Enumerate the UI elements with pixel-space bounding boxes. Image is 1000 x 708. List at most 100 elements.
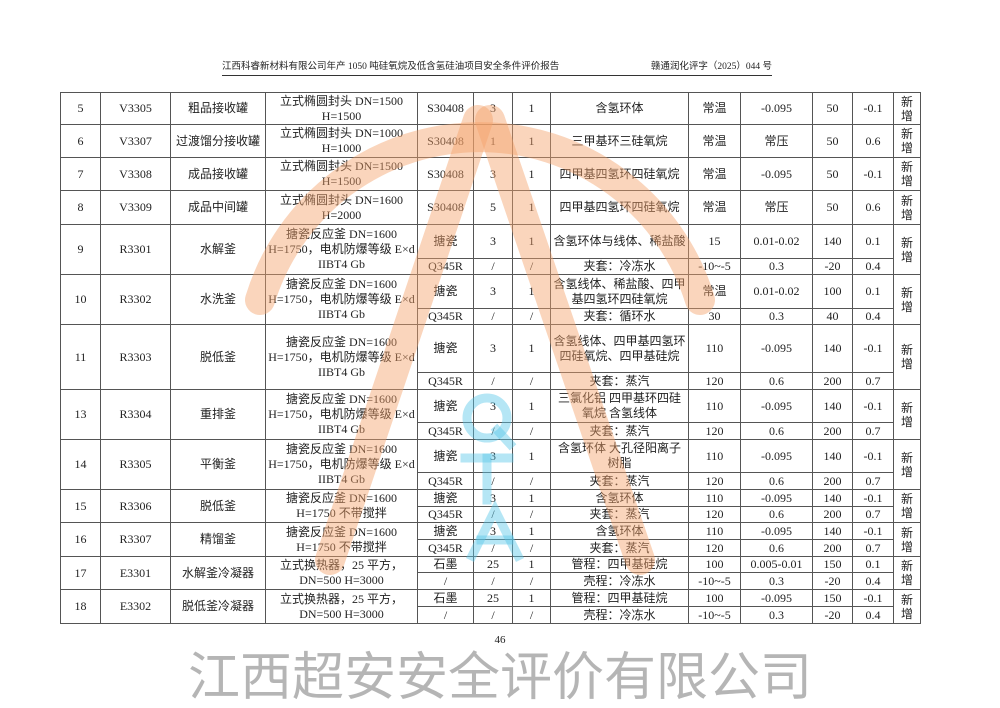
cell-material: 搪瓷 xyxy=(417,489,474,507)
table-row: 15 R3306 脱低釜 搪瓷反应釜 DN=1600 H=1750 不带搅拌 搪瓷 3 1 含… xyxy=(60,489,921,523)
document-number: 赣通润化评字（2025）044 号 xyxy=(650,62,772,72)
cell-tag: R3305 xyxy=(100,439,171,490)
cell-material: / xyxy=(417,606,474,624)
cell-pressure: 0.3 xyxy=(740,258,813,275)
cell-status: 新增 xyxy=(893,124,921,158)
cell-volume: / xyxy=(473,258,513,275)
cell-volume: / xyxy=(473,308,513,325)
cell-qty: / xyxy=(512,308,551,325)
cell-qty: 1 xyxy=(512,556,551,573)
cell-qty: / xyxy=(512,506,551,523)
cell-medium: 四甲基四氢环四硅氧烷 xyxy=(550,157,689,191)
cell-medium: 四甲基四氢环四硅氧烷 xyxy=(550,190,689,225)
table-subrow: Q345R / / 夹套：蒸汽 120 0.6 200 0.7 xyxy=(61,372,921,390)
cell-temp: -10~-5 xyxy=(688,606,741,624)
cell-design-pressure: 0.7 xyxy=(852,472,894,490)
cell-volume: 3 xyxy=(473,522,513,540)
cell-medium: 含氢环体 xyxy=(550,489,689,507)
cell-no: 9 xyxy=(60,224,101,275)
cell-volume: 3 xyxy=(473,389,513,423)
cell-design-pressure: -0.1 xyxy=(852,589,894,607)
cell-status: 新增 xyxy=(893,489,921,523)
cell-pressure: 0.6 xyxy=(740,539,813,557)
cell-spec: 立式换热器，25 平方，DN=500 H=3000 xyxy=(265,556,418,590)
cell-medium: 三甲基环三硅氧烷 xyxy=(550,124,689,158)
cell-temp: 110 xyxy=(688,522,741,540)
table-row: 11 R3303 脱低釜 搪瓷反应釜 DN=1600 H=1750，电机防爆等级 E×… xyxy=(60,324,921,390)
cell-spec: 搪瓷反应釜 DN=1600 H=1750，电机防爆等级 E×d IIBT4 Gb xyxy=(265,389,418,440)
cell-material: 搪瓷 xyxy=(417,324,474,373)
cell-pressure: 0.6 xyxy=(740,372,813,390)
cell-material: Q345R xyxy=(417,506,474,523)
cell-name: 脱低釜冷凝器 xyxy=(170,589,266,624)
cell-material: Q345R xyxy=(417,539,474,557)
cell-medium: 三氯化铝 四甲基环四硅氧烷 含氢线体 xyxy=(550,389,689,423)
cell-design-pressure: -0.1 xyxy=(852,92,894,125)
cell-spec: 搪瓷反应釜 DN=1600 H=1750，电机防爆等级 E×d IIBT4 Gb xyxy=(265,224,418,275)
cell-spec: 立式椭圆封头 DN=1000 H=1000 xyxy=(265,124,418,158)
cell-pressure: 0.3 xyxy=(740,308,813,325)
cell-volume: / xyxy=(473,372,513,390)
cell-qty: 1 xyxy=(512,190,551,225)
cell-qty: / xyxy=(512,472,551,490)
cell-no: 15 xyxy=(60,489,101,523)
cell-name: 精馏釜 xyxy=(170,522,266,557)
cell-name: 过渡馏分接收罐 xyxy=(170,124,266,158)
cell-status: 新增 xyxy=(893,556,921,590)
table-row: 8 V3309 成品中间罐 立式椭圆封头 DN=1600 H=2000 S30408 5 1… xyxy=(60,190,921,225)
cell-name: 成品中间罐 xyxy=(170,190,266,225)
cell-status: 新增 xyxy=(893,389,921,440)
cell-temp: 100 xyxy=(688,589,741,607)
cell-name: 平衡釜 xyxy=(170,439,266,490)
cell-qty: 1 xyxy=(512,389,551,423)
table-subrow: Q345R / / 夹套：冷冻水 -10~-5 0.3 -20 0.4 xyxy=(61,258,921,275)
cell-name: 脱低釜 xyxy=(170,489,266,523)
cell-temp: 110 xyxy=(688,389,741,423)
cell-design-pressure: 0.6 xyxy=(852,124,894,158)
cell-qty: 1 xyxy=(512,92,551,125)
table-row: 13 R3304 重排釜 搪瓷反应釜 DN=1600 H=1750，电机防爆等级 E×… xyxy=(60,389,921,440)
cell-medium: 夹套：蒸汽 xyxy=(550,472,689,490)
table-row: 6 V3307 过渡馏分接收罐 立式椭圆封头 DN=1000 H=1000 S30408… xyxy=(60,124,921,158)
cell-pressure: 0.6 xyxy=(740,506,813,523)
cell-temp: 110 xyxy=(688,489,741,507)
table-row: 16 R3307 精馏釜 搪瓷反应釜 DN=1600 H=1750 不带搅拌 搪瓷 3 1 含… xyxy=(60,522,921,557)
cell-name: 水解釜 xyxy=(170,224,266,275)
cell-qty: / xyxy=(512,572,551,590)
cell-design-temp: 200 xyxy=(812,422,853,440)
cell-tag: R3306 xyxy=(100,489,171,523)
cell-volume: 25 xyxy=(473,556,513,573)
cell-medium: 含氢环体 xyxy=(550,522,689,540)
cell-no: 8 xyxy=(60,190,101,225)
cell-medium: 含氢环体与线体、稀盐酸 xyxy=(550,224,689,259)
cell-tag: V3308 xyxy=(100,157,171,191)
cell-no: 7 xyxy=(60,157,101,191)
cell-qty: / xyxy=(512,258,551,275)
cell-design-temp: 140 xyxy=(812,522,853,540)
cell-temp: 15 xyxy=(688,224,741,259)
cell-qty: 1 xyxy=(512,224,551,259)
table-subrow: Q345R / / 夹套：蒸汽 120 0.6 200 0.7 xyxy=(61,472,921,490)
cell-qty: 1 xyxy=(512,489,551,507)
cell-temp: 120 xyxy=(688,539,741,557)
cell-material: Q345R xyxy=(417,258,474,275)
cell-design-temp: 150 xyxy=(812,556,853,573)
cell-volume: 3 xyxy=(473,157,513,191)
cell-medium: 夹套：蒸汽 xyxy=(550,506,689,523)
table-row: 7 V3308 成品接收罐 立式椭圆封头 DN=1500 H=1500 S30408 3 1… xyxy=(60,157,921,191)
cell-design-pressure: 0.7 xyxy=(852,372,894,390)
cell-name: 粗品接收罐 xyxy=(170,92,266,125)
cell-material: S30408 xyxy=(417,157,474,191)
cell-material: / xyxy=(417,572,474,590)
cell-design-temp: 140 xyxy=(812,324,853,373)
cell-medium: 含氢环体 xyxy=(550,92,689,125)
cell-material: S30408 xyxy=(417,190,474,225)
cell-volume: / xyxy=(473,422,513,440)
cell-no: 16 xyxy=(60,522,101,557)
cell-tag: R3302 xyxy=(100,274,171,325)
cell-status: 新增 xyxy=(893,274,921,325)
cell-pressure: -0.095 xyxy=(740,439,813,473)
table-row: 10 R3302 水洗釜 搪瓷反应釜 DN=1600 H=1750，电机防爆等级 E×… xyxy=(60,274,921,325)
table-row: 9 R3301 水解釜 搪瓷反应釜 DN=1600 H=1750，电机防爆等级 E×d… xyxy=(60,224,921,275)
cell-temp: -10~-5 xyxy=(688,572,741,590)
